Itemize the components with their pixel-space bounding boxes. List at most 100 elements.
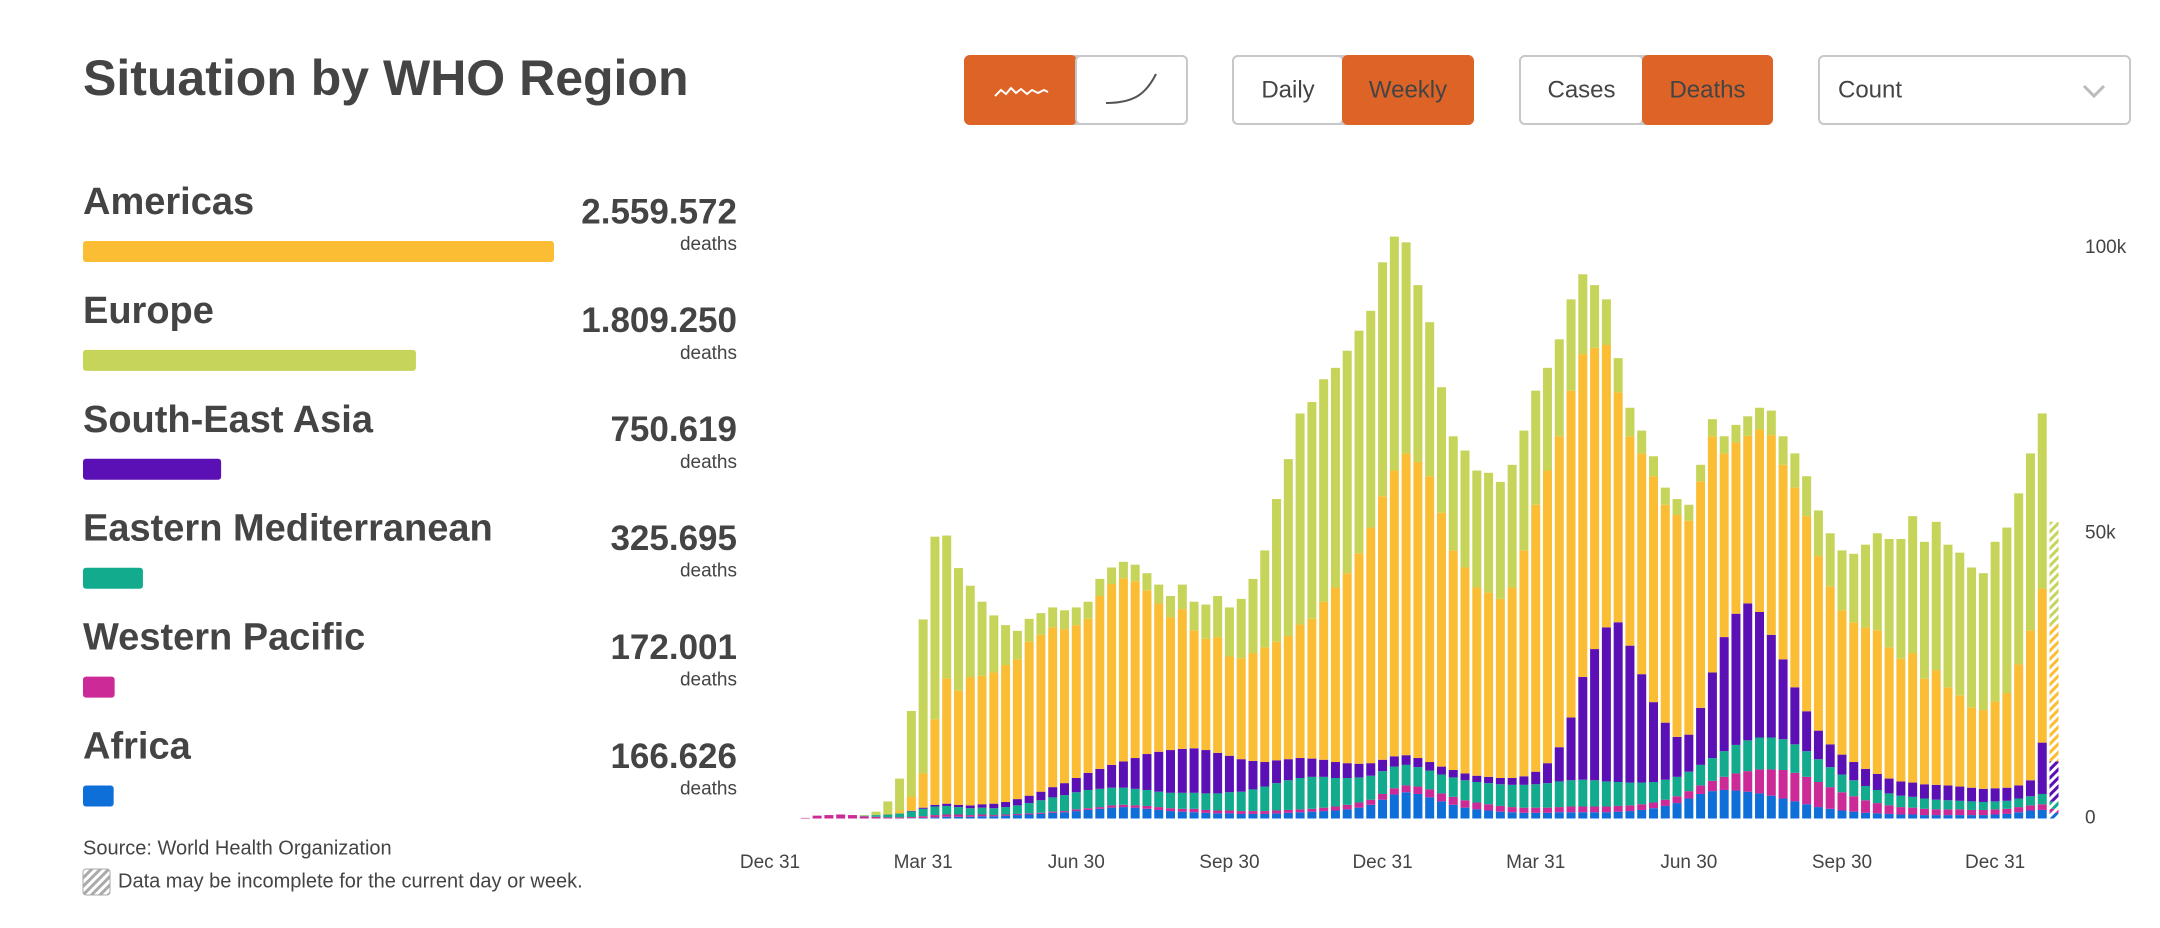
- bar-segment: [1378, 799, 1388, 819]
- frequency-toggle-option[interactable]: Weekly: [1342, 55, 1474, 125]
- bar-segment: [1825, 767, 1835, 788]
- x-tick-label: Jun 30: [1660, 852, 1717, 873]
- bar-segment: [1248, 813, 1258, 819]
- bar-segment: [1330, 806, 1340, 811]
- frequency-toggle-option[interactable]: Daily: [1232, 55, 1344, 125]
- bar-segment: [1531, 784, 1541, 808]
- bar-segment: [1955, 786, 1965, 801]
- region-bar: [83, 241, 554, 262]
- bar-segment: [836, 814, 846, 819]
- button[interactable]: [1342, 55, 1474, 125]
- bar-segment: [1590, 806, 1600, 813]
- dropdown-label[interactable]: Count: [1838, 76, 1902, 103]
- measure-toggle-option[interactable]: Deaths: [1642, 55, 1773, 125]
- button-label[interactable]: Cases: [1547, 76, 1615, 103]
- bar-segment: [1177, 584, 1187, 610]
- bar-segment: [1389, 794, 1399, 819]
- bar-segment: [1649, 802, 1658, 809]
- bar-segment: [800, 817, 810, 819]
- bar-segment: [1413, 767, 1423, 787]
- bar-segment: [1401, 792, 1411, 819]
- button-label[interactable]: Deaths: [1669, 76, 1745, 103]
- bar-segment: [1707, 672, 1717, 759]
- bar-segment: [1625, 805, 1635, 812]
- bar-segment: [1778, 770, 1788, 799]
- bar-segment: [1130, 805, 1140, 808]
- bar-segment: [847, 815, 857, 819]
- bar-segment: [1802, 804, 1812, 819]
- bar-segment: [1036, 791, 1046, 801]
- chart-style-toggle-option[interactable]: [1075, 55, 1188, 125]
- bar-segment: [1908, 782, 1918, 797]
- bar-segment: [1012, 630, 1022, 660]
- bar-segment: [1554, 339, 1564, 437]
- bar-segment: [1213, 793, 1223, 811]
- button-label[interactable]: Weekly: [1369, 76, 1447, 103]
- bar-segment: [1236, 658, 1246, 760]
- button-icon[interactable]: [1105, 73, 1157, 104]
- bar-segment: [2025, 453, 2035, 631]
- bar-segment: [1201, 750, 1211, 794]
- bar-segment: [1790, 687, 1800, 745]
- bar-segment: [1378, 771, 1388, 794]
- bar-segment: [883, 813, 893, 815]
- bar-segment: [1154, 584, 1164, 604]
- bar-segment: [1413, 285, 1423, 462]
- region-bar: [83, 349, 416, 371]
- bar-segment: [895, 817, 905, 819]
- bar-segment: [1236, 598, 1246, 659]
- bar-segment: [1601, 299, 1611, 346]
- bar-segment: [1507, 807, 1517, 813]
- bar-segment: [918, 619, 928, 774]
- bar-segment: [1778, 739, 1788, 771]
- metric-dropdown[interactable]: Count: [1818, 55, 2131, 125]
- bar-segment: [1378, 262, 1388, 497]
- bar-segment: [1448, 777, 1458, 797]
- bar-segment: [1484, 776, 1494, 784]
- bar-segment: [1590, 812, 1600, 819]
- bar-segment: [1342, 804, 1352, 810]
- bar-segment: [1330, 810, 1340, 819]
- bar-segment: [1790, 801, 1800, 819]
- bar-segment: [1425, 476, 1435, 763]
- bar-segment: [1354, 802, 1364, 808]
- button[interactable]: [1642, 55, 1773, 125]
- bar-segment: [989, 815, 999, 817]
- bar-segment: [1095, 788, 1105, 808]
- region-unit: deaths: [680, 561, 737, 582]
- bar-segment: [1213, 813, 1223, 819]
- button-label[interactable]: Daily: [1261, 76, 1314, 103]
- bar-segment: [1071, 809, 1081, 812]
- bar-segment: [953, 568, 963, 691]
- dropdown-chevron[interactable]: [2082, 84, 2106, 99]
- bar-segment: [1637, 804, 1647, 810]
- bar-segment: [1542, 367, 1552, 471]
- bar-segment: [895, 778, 905, 811]
- button[interactable]: [1075, 55, 1188, 125]
- bar-segment: [1413, 793, 1423, 819]
- bar-segment: [1837, 792, 1847, 811]
- bar-segment: [1001, 625, 1011, 666]
- bar-segment: [1189, 812, 1199, 819]
- bar-segment: [1436, 512, 1446, 767]
- bar-segment: [1601, 345, 1611, 628]
- bar-segment: [1024, 813, 1034, 815]
- bar-segment: [2014, 785, 2024, 799]
- bar-segment: [1743, 740, 1753, 772]
- chart-style-toggle-option[interactable]: [964, 55, 1077, 125]
- bar-segment: [1872, 803, 1882, 814]
- dropdown-box[interactable]: [1818, 55, 2131, 125]
- bar-segment: [1307, 808, 1317, 812]
- bar-segment: [1743, 435, 1753, 604]
- button-icon[interactable]: [994, 86, 1049, 97]
- bar-segment: [1849, 553, 1859, 623]
- bar-segment: [1295, 812, 1305, 819]
- bar-segment: [1272, 813, 1282, 819]
- bar-segment: [1330, 777, 1340, 807]
- measure-toggle-option[interactable]: Cases: [1519, 55, 1644, 125]
- bar-segment: [1012, 799, 1022, 806]
- bar-segment: [906, 811, 916, 818]
- bar-segment: [1319, 776, 1329, 808]
- bar-segment: [1366, 804, 1376, 819]
- bar-segment: [2049, 521, 2059, 625]
